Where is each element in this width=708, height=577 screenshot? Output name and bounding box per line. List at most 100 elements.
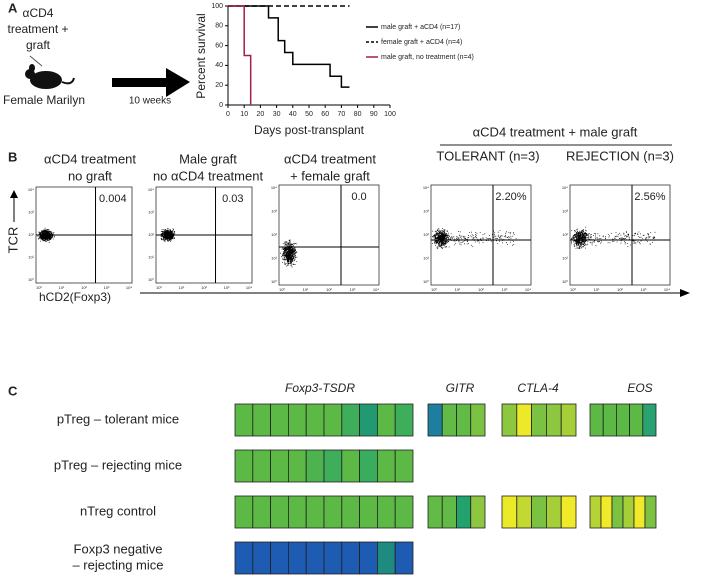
treatment-text: treatment + xyxy=(7,22,68,36)
heatmap-cell xyxy=(501,403,518,437)
heatmap-cell xyxy=(305,495,325,529)
heatmap-cell xyxy=(323,449,343,483)
y-tick-label: 20 xyxy=(215,82,223,89)
decade-tick-label: 10⁴ xyxy=(28,187,34,192)
x-tick-label: 30 xyxy=(273,111,281,118)
heatmap-cell xyxy=(644,495,657,529)
decade-tick-label: 10⁴ xyxy=(271,185,277,190)
legend-label: male graft + aCD4 (n=17) xyxy=(381,24,460,31)
decade-tick-label: 10⁰ xyxy=(271,279,277,284)
heatmap-cell xyxy=(323,403,343,437)
quadrant-value: 0.0 xyxy=(351,191,366,203)
decade-tick-label: 10⁴ xyxy=(664,287,670,292)
column-header: Foxp3-TSDR xyxy=(285,381,355,395)
heatmap-cell xyxy=(546,495,562,529)
panel-label: B xyxy=(8,149,17,164)
heatmap-cell xyxy=(642,403,657,437)
x-tick-label: 50 xyxy=(305,111,313,118)
decade-tick-label: 10⁰ xyxy=(279,287,285,292)
panel-label: C xyxy=(8,383,18,398)
heatmap-cell xyxy=(287,403,307,437)
decade-tick-label: 10⁰ xyxy=(148,277,154,282)
plot-title: Male graft xyxy=(179,151,237,166)
decade-tick-label: 10² xyxy=(201,285,207,290)
heatmap-cell xyxy=(394,495,414,529)
heatmap-cell xyxy=(341,449,360,483)
decade-tick-label: 10¹ xyxy=(594,287,600,292)
heatmap-cell xyxy=(589,403,604,437)
heatmap-cell xyxy=(427,495,443,529)
decade-tick-label: 10³ xyxy=(562,209,568,214)
decade-tick-label: 10⁰ xyxy=(431,287,437,292)
survival-curve xyxy=(228,5,252,105)
y-tick-label: 80 xyxy=(215,23,223,30)
heatmap-cell xyxy=(234,495,254,529)
heatmap-cell xyxy=(470,495,486,529)
y-tick-label: 0 xyxy=(219,102,223,109)
heatmap-cell xyxy=(234,541,254,575)
heatmap-cell xyxy=(516,495,532,529)
heatmap-cell xyxy=(234,403,254,437)
decade-tick-label: 10⁰ xyxy=(570,287,576,292)
x-tick-label: 40 xyxy=(289,111,297,118)
quadrant-value: 2.56% xyxy=(634,191,665,203)
plot-title: + female graft xyxy=(290,168,370,183)
survival-curve xyxy=(228,5,350,88)
mouse-icon xyxy=(25,64,75,89)
heatmap-cell xyxy=(560,403,577,437)
row-label: nTreg control xyxy=(80,503,156,518)
heatmap-cell xyxy=(305,541,325,575)
decade-tick-label: 10³ xyxy=(641,287,647,292)
event-cloud xyxy=(280,239,298,268)
decade-tick-label: 10⁰ xyxy=(36,285,42,290)
quadrant-value: 0.03 xyxy=(222,193,243,205)
x-tick-label: 100 xyxy=(384,111,396,118)
decade-tick-label: 10¹ xyxy=(303,287,309,292)
row-label: pTreg – rejecting mice xyxy=(54,457,182,472)
decade-tick-label: 10³ xyxy=(350,287,356,292)
decade-tick-label: 10² xyxy=(617,287,623,292)
plot-title: αCD4 treatment xyxy=(44,151,136,166)
heatmap-cell xyxy=(531,403,547,437)
decade-tick-label: 10² xyxy=(423,232,429,237)
heatmap-cell xyxy=(359,495,378,529)
heatmap-cell xyxy=(456,495,472,529)
heatmap-cell xyxy=(270,449,289,483)
row-label: pTreg – tolerant mice xyxy=(57,411,179,426)
heatmap-cell xyxy=(470,403,486,437)
heatmap-cell xyxy=(305,403,325,437)
heatmap-cell xyxy=(394,449,414,483)
x-axis-label: hCD2(Foxp3) xyxy=(39,290,111,304)
subgroup-title: TOLERANT (n=3) xyxy=(436,148,539,163)
heatmap-cell xyxy=(633,495,646,529)
heatmap-cell xyxy=(622,495,635,529)
x-tick-label: 60 xyxy=(321,111,329,118)
big-arrow xyxy=(112,68,190,97)
heatmap-cell xyxy=(359,449,378,483)
decade-tick-label: 10² xyxy=(28,232,34,237)
decade-tick-label: 10³ xyxy=(423,209,429,214)
decade-tick-label: 10² xyxy=(326,287,332,292)
decade-tick-label: 10⁴ xyxy=(246,285,252,290)
plot-title: no graft xyxy=(68,168,112,183)
y-axis-label: TCR xyxy=(5,227,20,254)
heatmap-cell xyxy=(287,449,307,483)
heatmap-cell xyxy=(287,495,307,529)
heatmap-cell xyxy=(359,403,378,437)
heatmap-cell xyxy=(234,449,254,483)
quadrant-value: 2.20% xyxy=(495,191,526,203)
heatmap-cell xyxy=(616,403,631,437)
event-cloud xyxy=(571,226,656,249)
decade-tick-label: 10⁰ xyxy=(423,279,429,284)
heatmap-cell xyxy=(376,495,396,529)
group-title: αCD4 treatment + male graft xyxy=(473,124,638,139)
heatmap-cell xyxy=(270,403,289,437)
heatmap-cell xyxy=(323,495,343,529)
decade-tick-label: 10¹ xyxy=(423,256,429,261)
decade-tick-label: 10³ xyxy=(28,210,34,215)
quadrant-value: 0.004 xyxy=(99,193,127,205)
x-tick-label: 70 xyxy=(338,111,346,118)
heatmap-cell xyxy=(376,449,396,483)
decade-tick-label: 10¹ xyxy=(455,287,461,292)
x-tick-label: 80 xyxy=(354,111,362,118)
